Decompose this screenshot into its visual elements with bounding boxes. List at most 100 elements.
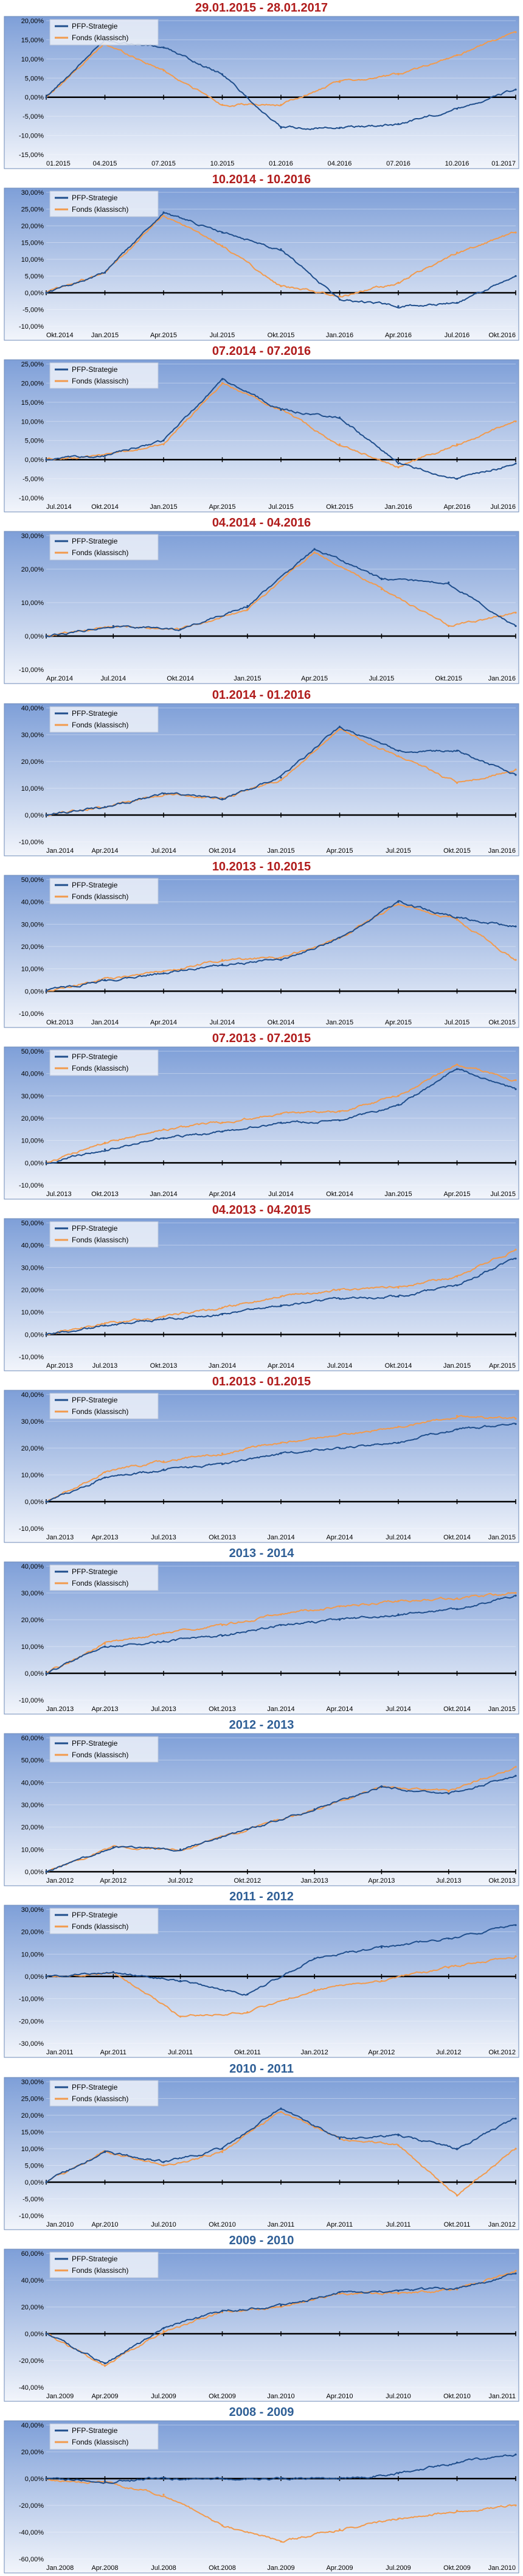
data-point	[221, 245, 224, 247]
data-point	[338, 2137, 341, 2140]
legend-label-strategy: PFP-Strategie	[72, 1911, 118, 1919]
data-point	[455, 916, 459, 919]
x-tick-label: Apr.2016	[385, 332, 412, 339]
legend-box	[49, 1221, 159, 1248]
data-point	[397, 1613, 400, 1615]
x-tick-label: Jan.2012	[488, 2221, 516, 2228]
x-tick-label: Jul.2011	[386, 2221, 411, 2228]
chart-title: 07.2013 - 07.2015	[212, 1032, 311, 1045]
chart-title: 2008 - 2009	[229, 2406, 294, 2419]
y-tick-label: 10,00%	[21, 1643, 44, 1651]
data-point	[221, 2310, 224, 2312]
data-point	[280, 2305, 282, 2307]
legend-label-fund: Fonds (klassisch)	[72, 1407, 128, 1416]
y-tick-label: 30,00%	[21, 189, 44, 197]
data-point	[221, 73, 224, 75]
x-tick-label: Jul.2013	[151, 1534, 176, 1541]
x-tick-label: Jul.2012	[168, 1877, 193, 1885]
legend-label-fund: Fonds (klassisch)	[72, 377, 128, 385]
x-tick-label: Apr.2015	[301, 675, 328, 682]
chart-panel: 10.2013 - 10.2015 50,00% 40,00% 30,00% 20,00…	[0, 859, 523, 1031]
x-tick-label: Jul.2013	[436, 1877, 462, 1885]
legend-label-fund: Fonds (klassisch)	[72, 2095, 128, 2103]
data-point	[313, 1958, 316, 1960]
data-point	[162, 1318, 165, 1320]
data-point	[514, 1418, 517, 1420]
x-tick-label: Okt.2013	[209, 1706, 236, 1713]
plot-background	[4, 703, 519, 856]
y-tick-label: 20,00%	[21, 223, 44, 230]
y-tick-label: 0,00%	[25, 457, 44, 464]
data-point	[162, 1137, 165, 1139]
line-chart: 20,00% 15,00% 10,00% 5,00% 0,00% -5,00% -10,00…	[4, 16, 519, 169]
chart-title: 01.2013 - 01.2015	[212, 1375, 311, 1388]
chart-panel: 2009 - 2010 60,00% 40,00% 20,00% 0,00% -20,00…	[0, 2233, 523, 2404]
y-tick-label: -10,00%	[19, 1010, 44, 1018]
data-point	[45, 1500, 47, 1503]
data-point	[455, 1428, 459, 1430]
data-point	[397, 903, 400, 905]
data-point	[338, 2477, 341, 2480]
data-point	[280, 2306, 282, 2308]
y-tick-label: 30,00%	[21, 2079, 44, 2086]
data-point	[313, 548, 316, 550]
legend-label-strategy: PFP-Strategie	[72, 709, 118, 718]
data-point	[103, 979, 106, 981]
x-tick-label: Okt.2014	[209, 847, 236, 855]
x-tick-label: Jul.2015	[445, 1019, 470, 1026]
data-point	[514, 1248, 517, 1251]
line-chart: 40,00%30,00%20,00%10,00%0,00%-10,00%Jan.…	[4, 703, 519, 856]
data-point	[162, 1315, 165, 1318]
data-point	[280, 127, 282, 129]
data-point	[45, 1333, 47, 1335]
x-tick-label: Jan.2011	[46, 2049, 73, 2056]
data-point	[280, 779, 282, 782]
x-tick-label: Apr.2013	[368, 1877, 395, 1885]
x-tick-label: Okt.2010	[209, 2221, 236, 2228]
x-tick-label: 01.2017	[491, 160, 516, 167]
x-tick-label: Jul.2011	[168, 2049, 193, 2056]
series-line-strategy	[46, 1775, 516, 1872]
x-tick-label: Apr.2015	[326, 847, 353, 855]
y-tick-label: 60,00%	[21, 2250, 44, 2258]
data-point	[246, 1993, 249, 1995]
line-chart: 40,00%30,00%20,00%10,00%0,00%-10,00%Jan.…	[4, 1561, 519, 1715]
legend-label-strategy: PFP-Strategie	[72, 1396, 118, 1404]
y-tick-label: 10,00%	[21, 1951, 44, 1958]
y-tick-label: 0,00%	[25, 1331, 44, 1339]
legend-label-strategy: PFP-Strategie	[72, 1739, 118, 1748]
data-point	[380, 588, 383, 590]
data-point	[455, 919, 459, 921]
legend-label-fund: Fonds (klassisch)	[72, 1579, 128, 1587]
legend-label-fund: Fonds (klassisch)	[72, 1064, 128, 1073]
data-point	[45, 1871, 47, 1873]
line-chart: 40,00%20,00%0,00%-20,00%-40,00%-60,00%Ja…	[4, 2420, 519, 2574]
data-point	[397, 466, 400, 469]
data-point	[162, 2161, 165, 2163]
data-point	[45, 2477, 47, 2480]
x-tick-label: Okt.2009	[209, 2393, 236, 2400]
data-point	[397, 1441, 400, 1444]
data-point	[162, 69, 165, 72]
data-point	[280, 1613, 282, 1615]
y-tick-label: 20,00%	[21, 2304, 44, 2311]
legend-label-strategy: PFP-Strategie	[72, 881, 118, 889]
y-tick-label: 40,00%	[21, 1563, 44, 1570]
x-tick-label: Jan.2015	[326, 1019, 353, 1026]
legend: PFP-Strategie Fonds (klassisch)	[49, 1736, 159, 1763]
data-point	[514, 1594, 517, 1597]
legend: PFP-Strategie Fonds (klassisch)	[49, 1908, 159, 1934]
y-tick-label: -5,00%	[23, 2196, 44, 2203]
chart-panel: 04.2013 - 04.2015 50,00% 40,00% 30,00% 20,00…	[0, 1202, 523, 1374]
series-line-strategy	[46, 548, 516, 637]
legend-label-fund: Fonds (klassisch)	[72, 33, 128, 42]
y-tick-label: 10,00%	[21, 418, 44, 425]
x-tick-label: Jul.2015	[210, 332, 235, 339]
y-tick-label: 10,00%	[21, 256, 44, 264]
legend-box	[49, 2423, 159, 2450]
y-tick-label: 10,00%	[21, 785, 44, 793]
data-point	[455, 107, 459, 110]
data-point	[45, 990, 47, 992]
data-point	[514, 88, 517, 91]
data-point	[221, 1634, 224, 1637]
